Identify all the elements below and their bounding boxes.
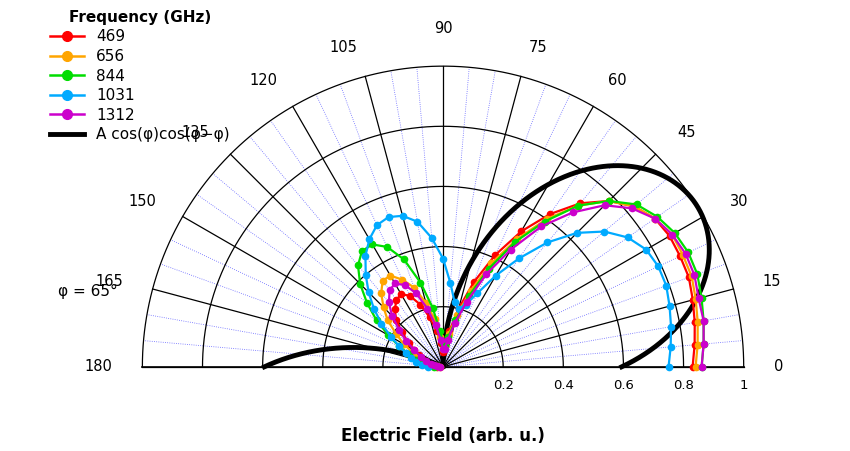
Text: 15: 15	[762, 274, 781, 289]
Text: 120: 120	[250, 73, 278, 88]
Text: 90: 90	[434, 21, 452, 36]
Legend: 469, 656, 844, 1031, 1312, A cos(φ)cos(φ−φ): 469, 656, 844, 1031, 1312, A cos(φ)cos(φ…	[50, 10, 230, 143]
Text: 0.8: 0.8	[673, 379, 694, 392]
Text: 0.4: 0.4	[552, 379, 574, 392]
Text: 0: 0	[774, 359, 783, 374]
Text: 1: 1	[740, 379, 748, 392]
Text: 75: 75	[529, 40, 547, 55]
Text: 30: 30	[729, 194, 748, 209]
Text: 0.6: 0.6	[613, 379, 634, 392]
Text: 150: 150	[128, 194, 156, 209]
Text: 135: 135	[182, 125, 209, 140]
Text: 60: 60	[609, 73, 627, 88]
Text: 165: 165	[96, 274, 123, 289]
Text: 180: 180	[84, 359, 112, 374]
Text: 0.2: 0.2	[493, 379, 513, 392]
Text: 105: 105	[330, 40, 358, 55]
Text: 45: 45	[677, 125, 695, 140]
Text: φ = 65°: φ = 65°	[58, 284, 118, 299]
Text: Electric Field (arb. u.): Electric Field (arb. u.)	[341, 427, 545, 445]
